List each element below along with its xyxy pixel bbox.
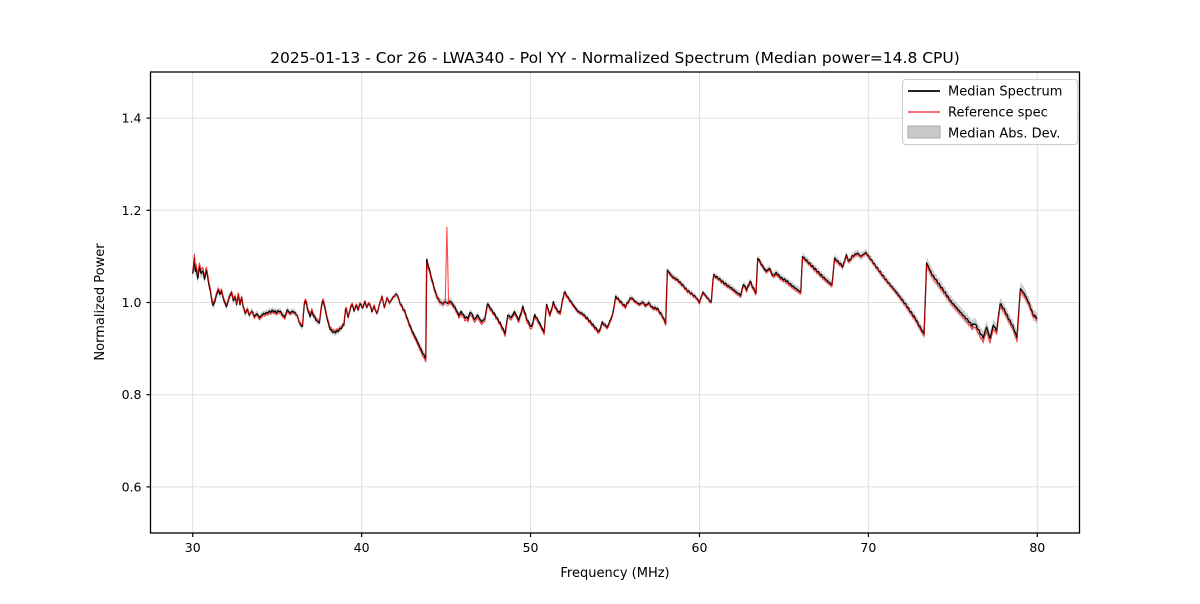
x-tick-label: 60: [692, 540, 708, 555]
data-lines: [192, 226, 1038, 363]
y-tick-label: 1.0: [122, 295, 142, 310]
legend-item-reference-spec: Reference spec: [908, 106, 1048, 121]
legend-item-mad: Median Abs. Dev.: [907, 125, 1060, 142]
x-axis-label: Frequency (MHz): [560, 566, 669, 581]
x-tick-label: 30: [185, 540, 201, 555]
y-axis-label: Normalized Power: [93, 243, 108, 361]
y-tick-label: 1.4: [122, 111, 142, 126]
x-tick-label: 50: [523, 540, 539, 555]
legend-frame: [902, 79, 1078, 145]
legend-patch-sample-mad: [907, 125, 941, 139]
chart-title: 2025-01-13 - Cor 26 - LWA340 - Pol YY - …: [270, 49, 960, 67]
y-tick-label: 0.8: [122, 387, 142, 402]
mad-band-area: [192, 248, 1038, 363]
y-tick-label: 1.2: [122, 203, 142, 218]
x-tick-label: 80: [1029, 540, 1045, 555]
reference-spec-line: [192, 226, 1038, 363]
tick-marks-and-labels: 30 40 50 60 70 80 0.6 0.8 1.0 1.2 1.4: [122, 111, 1046, 555]
legend-item-median-spectrum: Median Spectrum: [908, 85, 1062, 100]
legend-label-median: Median Spectrum: [948, 85, 1062, 100]
legend: Median Spectrum Reference spec Median Ab…: [902, 79, 1078, 145]
legend-label-mad: Median Abs. Dev.: [948, 127, 1060, 142]
mad-band: [192, 248, 1038, 363]
legend-label-reference: Reference spec: [948, 106, 1048, 121]
x-tick-label: 40: [354, 540, 370, 555]
y-tick-label: 0.6: [122, 479, 142, 494]
x-tick-label: 70: [860, 540, 876, 555]
